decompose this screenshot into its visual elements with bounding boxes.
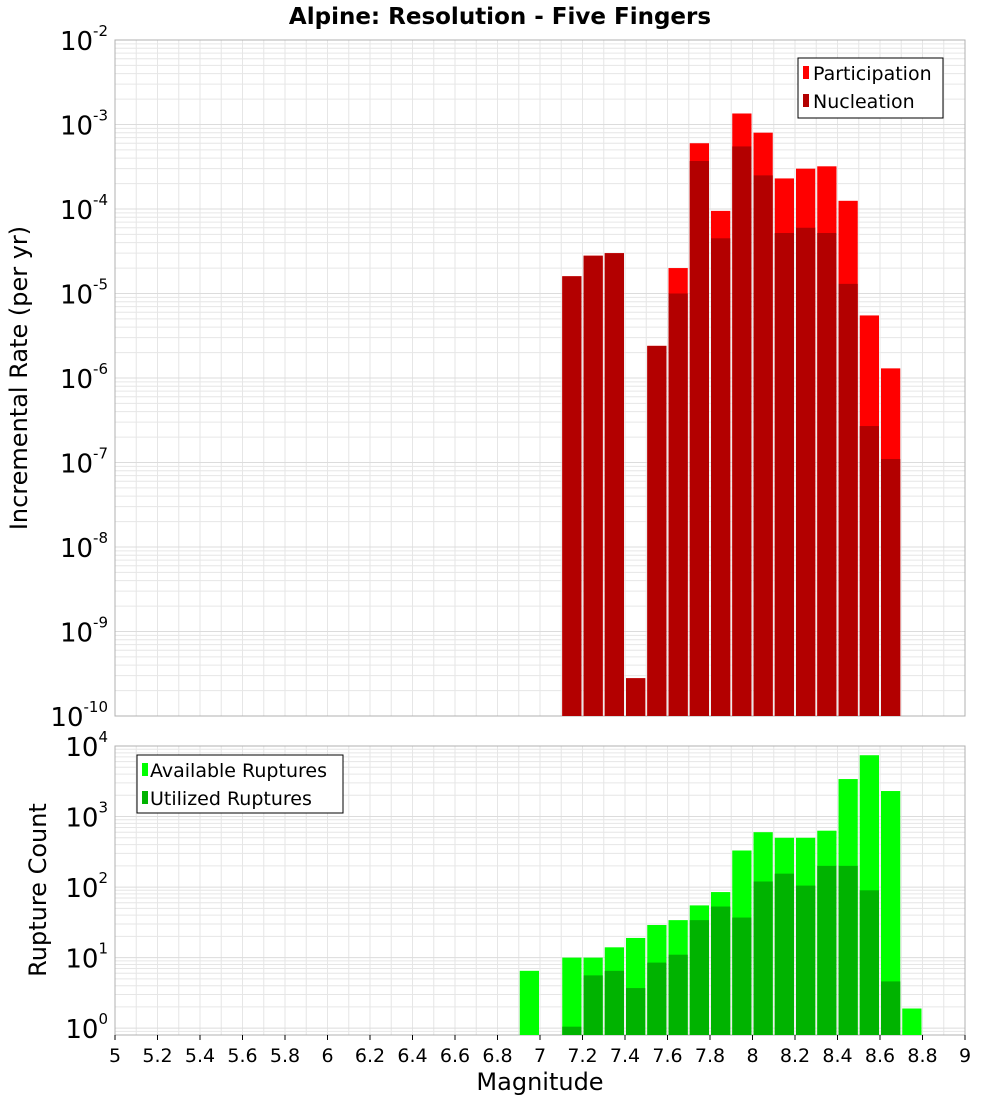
bar-nucleation [753,175,773,716]
legend-swatch-participation [803,66,809,79]
bar-nucleation [711,238,731,717]
rate-legend-box [797,57,944,119]
y-tick-label: 104 [65,728,108,763]
legend-swatch-available [142,763,148,776]
x-tick-label: 8.4 [822,1045,852,1067]
bar-utilized-ruptures [583,975,603,1035]
x-tick-label: 9 [959,1045,971,1067]
x-tick-labels: 5 5.2 5.4 5.6 5.8 6 6.2 6.4 6.6 6.8 7 7.2 7.4 7.6 7.8 8… [109,1035,971,1067]
rate-panel-frame [114,39,966,717]
y-tick-label: 101 [65,940,108,975]
bar-utilized-ruptures [796,885,816,1035]
rate-y-axis-label: Incremental Rate (per yr) [5,226,33,530]
bar-nucleation [817,232,837,716]
bar-available-ruptures [902,1008,922,1035]
count-y-ticks: 100 101 102 103 104 [65,728,108,1045]
bar-available-ruptures [881,791,901,1035]
y-tick-label: 10-5 [60,276,108,311]
bar-utilized-ruptures [626,988,646,1035]
x-tick-label: 5.8 [270,1045,300,1067]
legend-swatch-nucleation [803,94,809,107]
bar-utilized-ruptures [881,981,901,1035]
x-tick-label: 7 [534,1045,546,1067]
bar-available-ruptures [519,970,539,1035]
y-tick-label: 10-8 [60,529,108,564]
x-tick-label: 7.2 [567,1045,597,1067]
bar-utilized-ruptures [647,962,667,1035]
bar-nucleation [689,160,709,717]
bar-utilized-ruptures [753,881,773,1035]
bar-utilized-ruptures [774,873,794,1035]
legend-swatch-utilized [142,791,148,804]
x-tick-label: 6.8 [482,1045,512,1067]
x-tick-label: 6.2 [355,1045,385,1067]
x-tick-label: 7.4 [610,1045,640,1067]
x-tick-label: 8.8 [907,1045,937,1067]
bar-utilized-ruptures [604,970,624,1035]
bar-utilized-ruptures [732,917,752,1035]
y-tick-label: 10-2 [60,22,108,57]
bar-nucleation [796,227,816,716]
y-tick-label: 103 [65,799,108,834]
legend-label-nucleation: Nucleation [813,91,915,113]
y-tick-label: 10-10 [50,698,108,733]
bar-nucleation [859,426,879,716]
bar-nucleation [732,146,752,717]
y-tick-label: 10-6 [60,360,108,395]
bar-nucleation [774,232,794,716]
legend-label-utilized: Utilized Ruptures [150,788,312,810]
chart-title: Alpine: Resolution - Five Fingers [289,4,711,30]
rate-bars [562,113,901,717]
x-tick-label: 6 [321,1045,333,1067]
y-tick-label: 10-4 [60,191,108,226]
bar-nucleation [562,276,582,716]
x-tick-label: 5 [109,1045,121,1067]
bar-utilized-ruptures [817,865,837,1035]
count-bars [519,755,922,1035]
bar-nucleation [881,459,901,716]
rate-legend: Participation Nucleation [797,57,944,119]
legend-label-available: Available Ruptures [150,760,327,782]
bar-utilized-ruptures [838,865,858,1035]
x-axis-label: Magnitude [476,1068,603,1096]
bar-nucleation [838,283,858,716]
bar-utilized-ruptures [711,906,731,1035]
y-tick-label: 100 [65,1010,108,1045]
x-tick-label: 5.4 [185,1045,215,1067]
rate-panel-grid [114,39,966,717]
x-tick-label: 8.2 [780,1045,810,1067]
bar-nucleation [647,345,667,716]
bar-utilized-ruptures [689,920,709,1035]
count-legend-box [136,754,344,814]
bar-nucleation [604,253,624,716]
x-tick-label: 5.2 [142,1045,172,1067]
bar-nucleation [583,255,603,716]
bar-utilized-ruptures [859,890,879,1035]
legend-label-participation: Participation [813,63,932,85]
rate-panel: 10-2 10-3 10-4 10-5 10-6 10-7 10-8 10-9 10-10 In… [5,22,966,733]
x-tick-label: 6.4 [397,1045,427,1067]
bar-available-ruptures [562,957,582,1035]
x-tick-label: 8.6 [865,1045,895,1067]
x-tick-label: 8 [746,1045,758,1067]
bar-nucleation [668,293,688,716]
x-tick-label: 7.6 [652,1045,682,1067]
x-tick-label: 5.6 [227,1045,257,1067]
count-y-axis-label: Rupture Count [24,803,52,977]
count-panel: 100 101 102 103 104 5 5.2 5.4 5.6 5.8 6 6.2 6.4 6.6 6… [24,728,971,1096]
y-tick-label: 10-9 [60,614,108,649]
y-tick-label: 10-3 [60,107,108,142]
bar-utilized-ruptures [668,954,688,1035]
x-tick-label: 6.6 [440,1045,470,1067]
x-tick-label: 7.8 [695,1045,725,1067]
y-tick-label: 102 [65,869,108,904]
count-legend: Available Ruptures Utilized Ruptures [136,754,344,814]
bar-nucleation [626,678,646,716]
rate-y-ticks: 10-2 10-3 10-4 10-5 10-6 10-7 10-8 10-9 10-10 [50,22,108,733]
bar-utilized-ruptures [562,1026,582,1035]
y-tick-label: 10-7 [60,445,108,480]
